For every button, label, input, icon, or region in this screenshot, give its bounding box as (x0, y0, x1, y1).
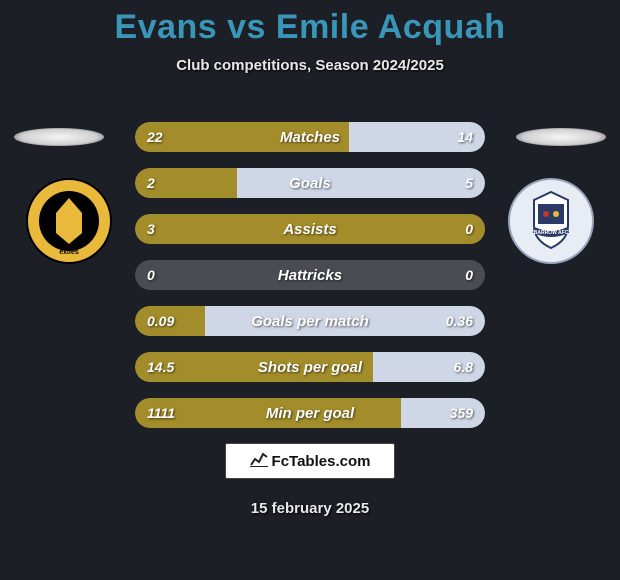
stat-bar-left (135, 306, 205, 336)
stat-label: Hattricks (135, 260, 485, 290)
newport-badge-icon: exiles (26, 178, 112, 264)
stat-row: 30Assists (135, 214, 485, 244)
stat-bar-right (401, 398, 485, 428)
footer-brand-badge: FcTables.com (225, 443, 395, 479)
svg-text:exiles: exiles (59, 249, 79, 256)
stat-bar-right (373, 352, 485, 382)
page-title: Evans vs Emile Acquah (0, 0, 620, 47)
stat-row: 25Goals (135, 168, 485, 198)
left-shadow-ellipse (14, 128, 104, 146)
svg-text:BARROW AFC: BARROW AFC (534, 230, 569, 236)
stat-bar-left (135, 168, 237, 198)
stat-bar-right (205, 306, 485, 336)
stat-row: 0.090.36Goals per match (135, 306, 485, 336)
stat-row: 1111359Min per goal (135, 398, 485, 428)
barrow-badge-icon: BARROW AFC (508, 178, 594, 264)
stat-value-right: 0 (465, 260, 473, 290)
footer-brand-text: FcTables.com (272, 453, 371, 470)
stat-bar-left (135, 398, 401, 428)
right-club-logo: BARROW AFC (508, 178, 594, 264)
chart-icon (250, 451, 268, 472)
stats-container: 2214Matches 25Goals 30Assists 0 0Hattricks 0.… (135, 122, 485, 444)
stat-row: 2214Matches (135, 122, 485, 152)
stat-row: 14.56.8Shots per goal (135, 352, 485, 382)
stat-row: 0 0Hattricks (135, 260, 485, 290)
subtitle: Club competitions, Season 2024/2025 (0, 57, 620, 74)
left-club-logo: exiles (26, 178, 112, 264)
comparison-date: 15 february 2025 (0, 500, 620, 517)
stat-bar-left (135, 352, 373, 382)
stat-bar-left (135, 122, 349, 152)
stat-value-left: 0 (147, 260, 155, 290)
stat-bar-right (349, 122, 486, 152)
stat-bar-left (135, 214, 485, 244)
stat-bar-right (237, 168, 486, 198)
right-shadow-ellipse (516, 128, 606, 146)
